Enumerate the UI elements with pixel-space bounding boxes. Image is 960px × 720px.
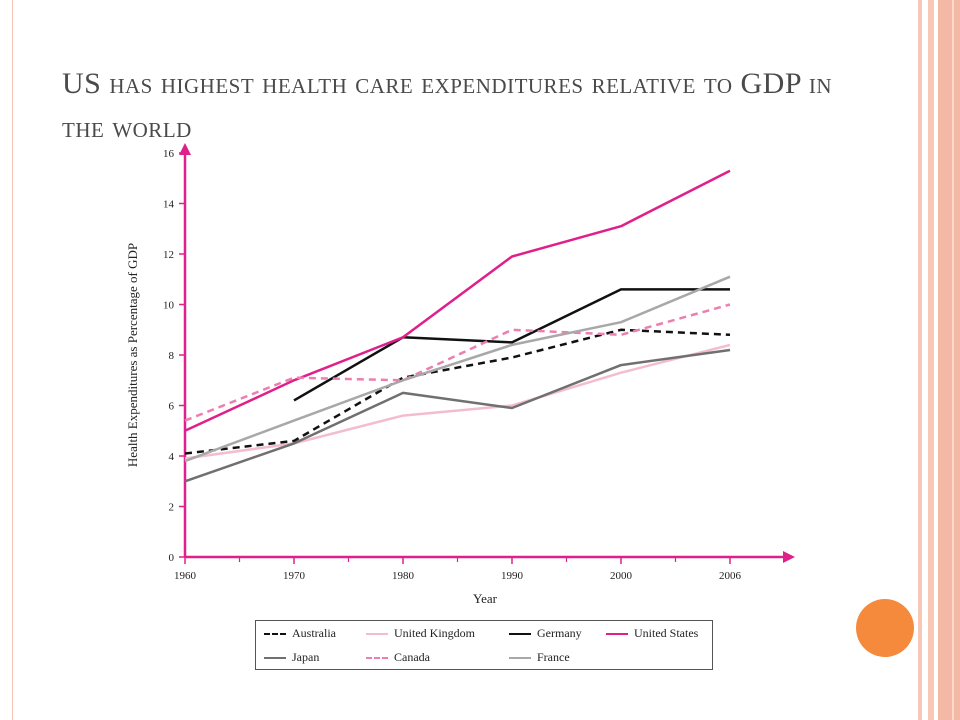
- chart-legend: Australia United Kingdom Germany United Sta…: [255, 620, 713, 670]
- legend-label: Japan: [292, 650, 320, 664]
- series-line-germany: [293, 288, 730, 402]
- y-tick-label: 8: [169, 350, 175, 362]
- legend-item: Australia: [264, 626, 336, 641]
- x-axis-arrow: [783, 551, 795, 563]
- slide-title: US has highest health care expenditures …: [62, 67, 833, 142]
- side-decoration-stripes: [916, 0, 960, 720]
- y-tick-label: 0: [169, 552, 175, 564]
- y-axis-title: Health Expenditures as Percentage of GDP: [125, 243, 140, 467]
- series-line-canada: [184, 303, 731, 422]
- legend-item: Germany: [509, 626, 582, 641]
- legend-swatch: [264, 632, 286, 635]
- legend-swatch: [509, 632, 531, 635]
- legend-item: United States: [606, 626, 698, 641]
- legend-label: United Kingdom: [394, 626, 475, 640]
- y-tick-label: 2: [169, 502, 175, 514]
- legend-swatch: [606, 632, 628, 635]
- legend-label: France: [537, 650, 570, 664]
- y-axis-arrow: [179, 143, 191, 155]
- decorative-orange-circle: [856, 599, 914, 657]
- legend-swatch: [366, 632, 388, 635]
- slide-frame-line: [12, 0, 13, 720]
- y-tick-label: 14: [163, 199, 175, 211]
- legend-item: United Kingdom: [366, 626, 475, 641]
- y-tick-label: 4: [169, 451, 175, 463]
- series-line-japan: [184, 348, 731, 483]
- legend-swatch: [509, 656, 531, 659]
- series-line-united-states: [184, 169, 731, 432]
- x-tick-label: 1970: [283, 570, 306, 582]
- legend-item: France: [509, 650, 570, 665]
- stripe: [952, 0, 954, 720]
- legend-swatch: [366, 656, 388, 659]
- stripe: [918, 0, 922, 720]
- legend-item: Japan: [264, 650, 319, 665]
- x-tick-label: 1980: [392, 570, 415, 582]
- series-line-france: [184, 275, 731, 463]
- x-tick-label: 2000: [610, 570, 633, 582]
- y-tick-label: 6: [169, 401, 175, 413]
- y-tick-label: 10: [163, 300, 175, 312]
- x-axis-title: Year: [473, 591, 498, 606]
- stripe: [928, 0, 934, 720]
- stripe: [938, 0, 960, 720]
- x-tick-label: 1960: [174, 570, 197, 582]
- x-tick-label: 1990: [501, 570, 524, 582]
- legend-swatch: [264, 656, 286, 659]
- series-line-united-kingdom: [184, 343, 731, 460]
- series-line-australia: [184, 328, 731, 455]
- legend-item: Canada: [366, 650, 430, 665]
- y-tick-label: 16: [163, 148, 175, 160]
- legend-label: Germany: [537, 626, 582, 640]
- legend-label: Australia: [292, 626, 336, 640]
- legend-label: Canada: [394, 650, 430, 664]
- legend-label: United States: [634, 626, 699, 640]
- y-tick-label: 12: [163, 249, 174, 261]
- x-tick-label: 2006: [719, 570, 742, 582]
